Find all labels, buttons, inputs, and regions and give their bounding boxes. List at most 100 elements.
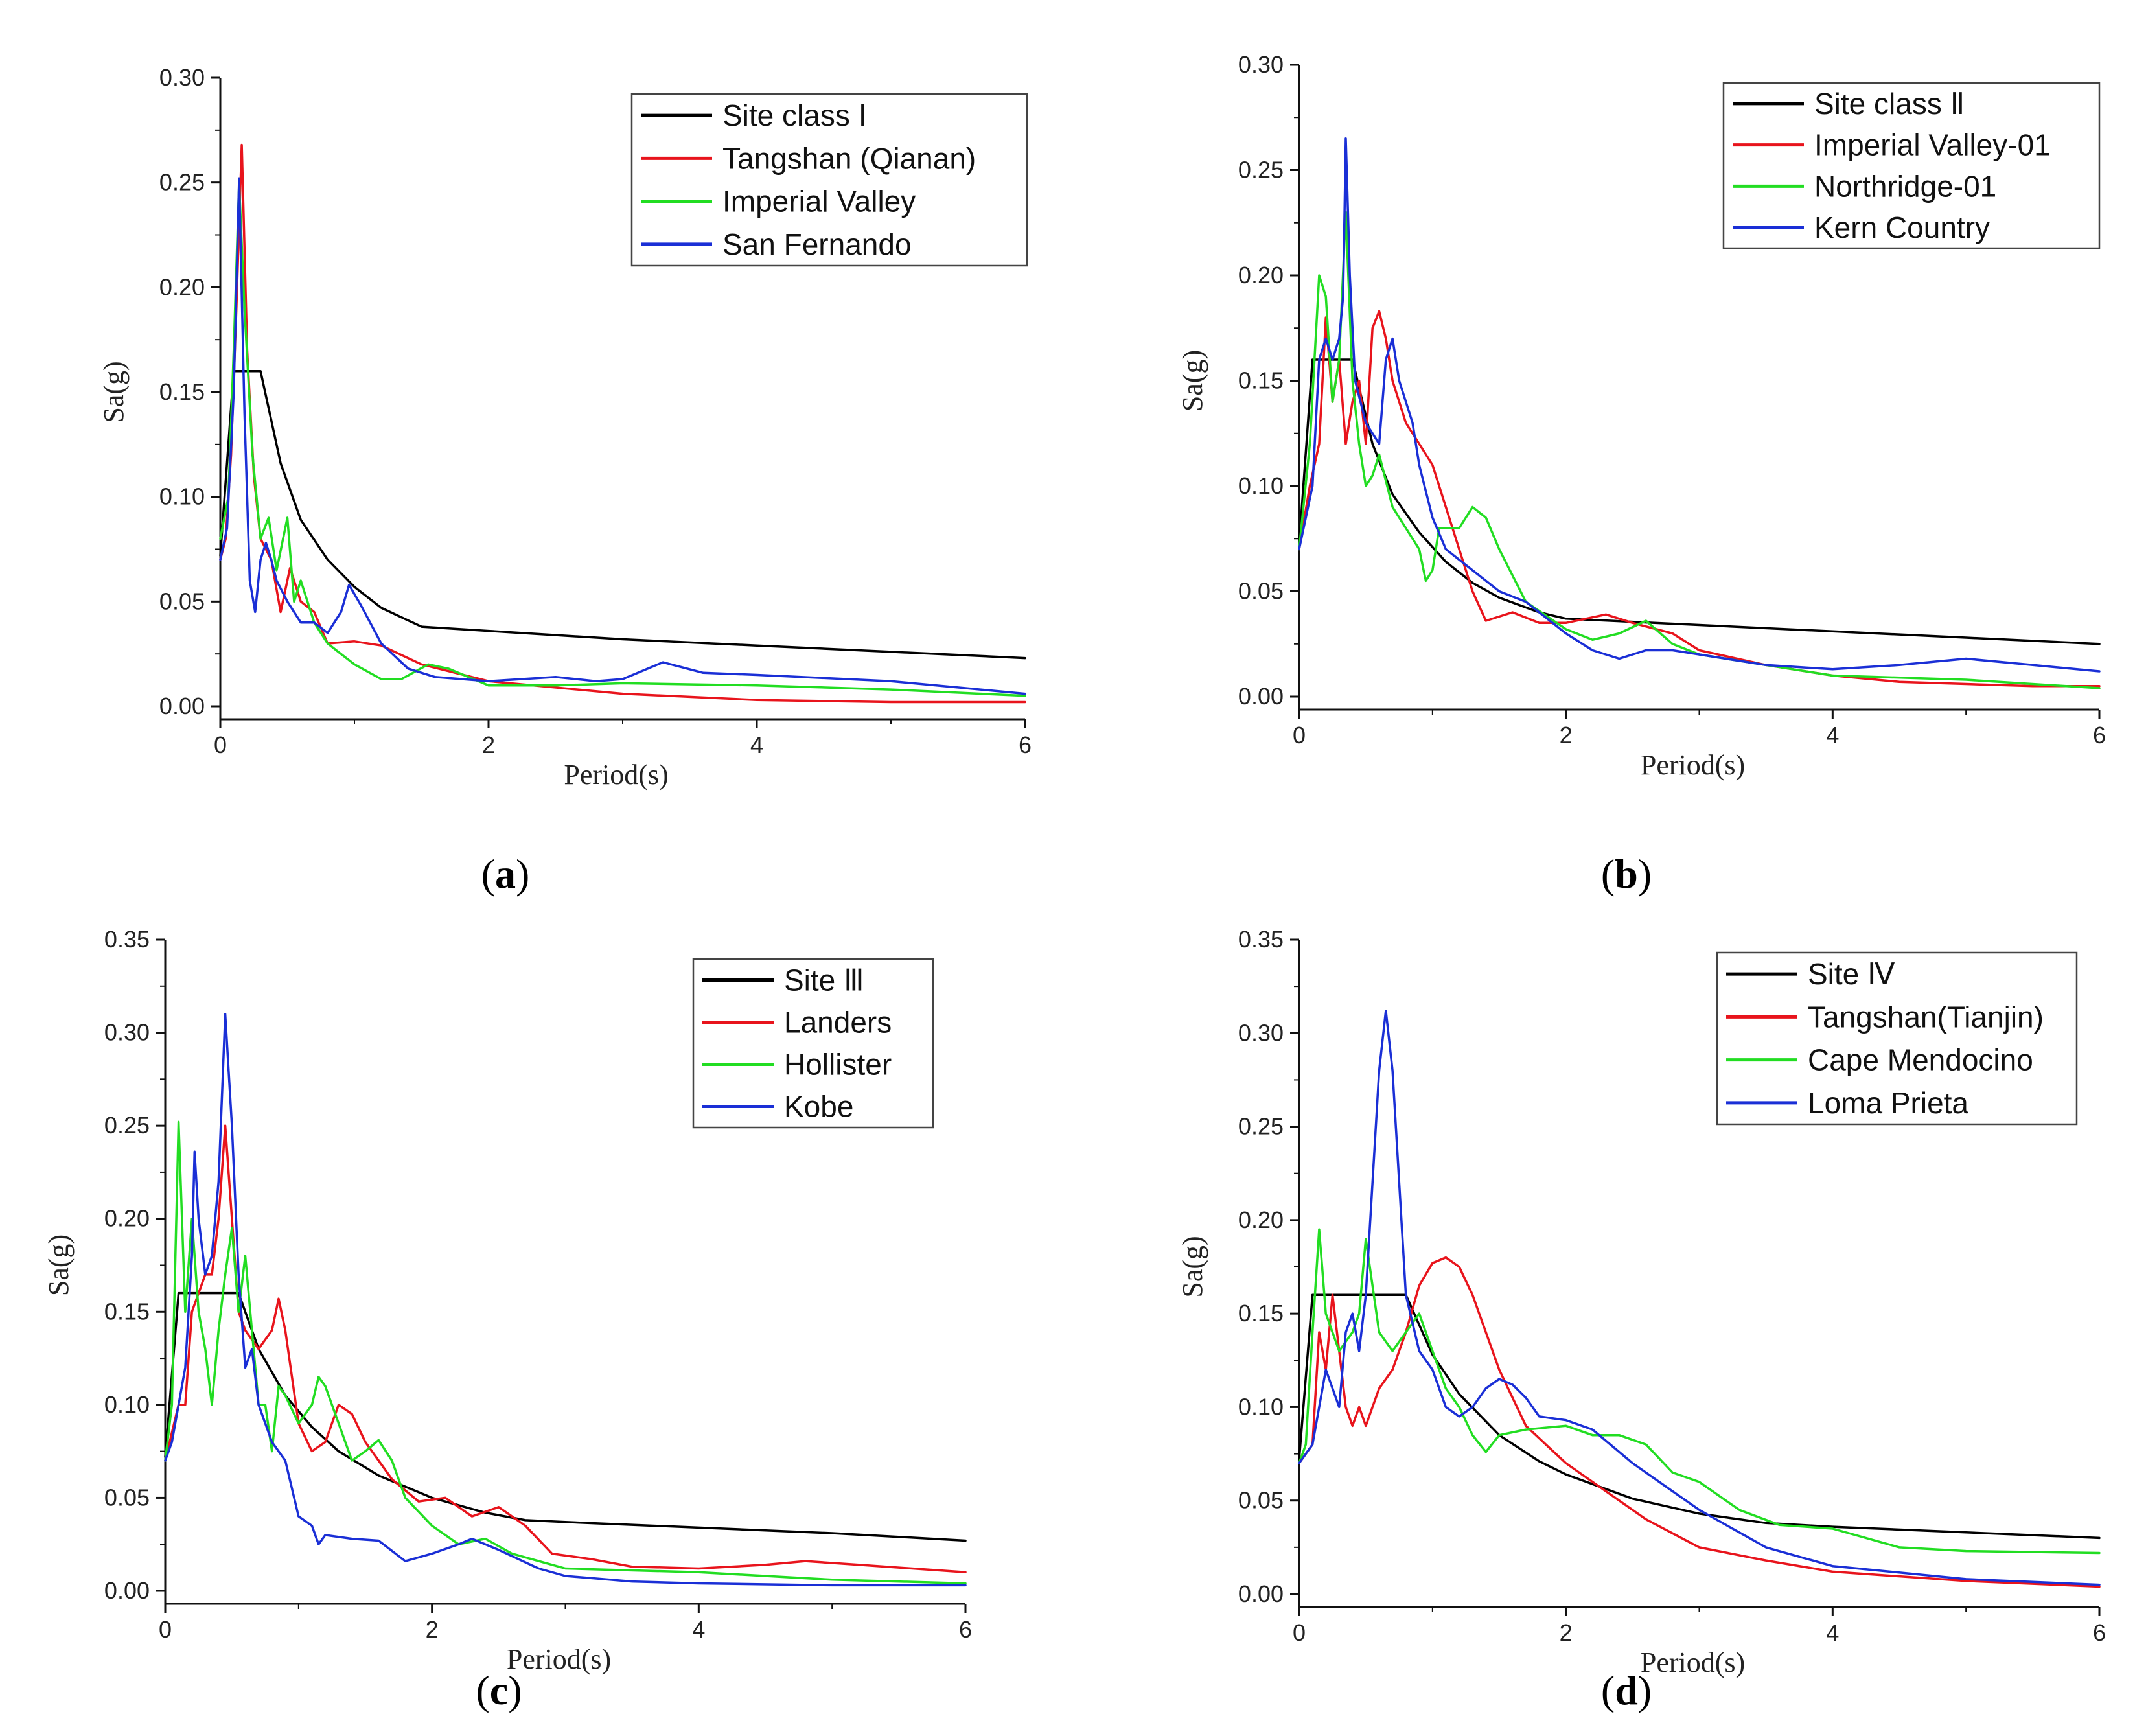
legend-box: [1722, 82, 2101, 249]
series-line-site-class: [1298, 358, 2101, 645]
caption-open-paren: (: [1601, 1667, 1615, 1713]
legend-label: Site class Ⅰ: [722, 98, 867, 132]
y-axis-title: Sa(g): [1177, 1236, 1208, 1297]
chart-panel-c: 0.00 0.05 0.10 0.15 0.20 0.25 0.30 0.35 0 2 4 6 Peri…: [43, 926, 972, 1713]
series-line-northridge-01: [1298, 211, 2101, 689]
x-tick-label: 4: [692, 1616, 705, 1643]
series-line-san-fernando: [219, 177, 1026, 695]
series-line-site: [1298, 1293, 2101, 1540]
legend: Site Ⅳ Tangshan(Tianjin) Cape Mendocino Lom…: [1716, 951, 2078, 1126]
y-tick-label: 0.25: [159, 169, 205, 196]
legend-label: Northridge-01: [1814, 169, 1996, 203]
legend: Site Ⅲ Landers Hollister Kobe: [692, 958, 934, 1129]
caption-close-paren: ): [1638, 851, 1652, 897]
y-tick-label: 0.15: [1238, 367, 1284, 394]
y-tick-label: 0.00: [159, 693, 205, 719]
chart-panel-d: 0.00 0.05 0.10 0.15 0.20 0.25 0.30 0.35 0 2 4 6 Peri…: [1177, 926, 2106, 1713]
series-line-kobe: [164, 1013, 967, 1587]
y-tick-label: 0.15: [1238, 1300, 1284, 1326]
legend-label: Imperial Valley: [722, 185, 916, 218]
caption-letter: b: [1615, 851, 1638, 897]
x-axis-title: Period(s): [564, 759, 668, 791]
y-tick-label: 0.25: [1238, 1113, 1284, 1140]
legend-label: Loma Prieta: [1808, 1086, 1968, 1120]
x-tick-label: 4: [1826, 722, 1839, 748]
legend-label: Tangshan (Qianan): [722, 141, 976, 175]
y-axis-title: Sa(g): [1177, 350, 1208, 411]
y-tick-label: 0.00: [1238, 1580, 1284, 1607]
y-tick-label: 0.10: [1238, 472, 1284, 499]
legend-label: Site class Ⅱ: [1814, 87, 1965, 121]
legend-label: Hollister: [784, 1048, 892, 1082]
legend: Site class Ⅱ Imperial Valley-01 Northridge…: [1722, 82, 2101, 249]
x-tick-label: 2: [426, 1616, 439, 1643]
y-tick-label: 0.00: [1238, 683, 1284, 710]
y-tick-label: 0.30: [1238, 1019, 1284, 1046]
legend-label: Site Ⅲ: [784, 964, 864, 997]
panel-caption: (c): [476, 1667, 522, 1713]
x-tick-label: 2: [1560, 722, 1573, 748]
caption-close-paren: ): [508, 1667, 522, 1713]
caption-close-paren: ): [516, 851, 529, 897]
y-tick-label: 0.35: [1238, 926, 1284, 953]
y-tick-label: 0.30: [159, 64, 205, 91]
x-axis-title: Period(s): [507, 1643, 611, 1675]
legend-label: Kern Country: [1814, 211, 1990, 244]
legend-label: Imperial Valley-01: [1814, 128, 2051, 162]
series-line-hollister: [164, 1120, 967, 1585]
series-line-kern-country: [1298, 137, 2101, 673]
y-tick-label: 0.15: [159, 378, 205, 405]
x-tick-label: 0: [1293, 722, 1306, 748]
y-tick-label: 0.00: [104, 1577, 150, 1604]
y-tick-label: 0.20: [159, 273, 205, 300]
x-tick-label: 6: [2093, 1619, 2106, 1646]
y-tick-label: 0.25: [104, 1112, 150, 1139]
series-line-imperial-valley: [219, 181, 1026, 697]
panel-caption: (b): [1601, 851, 1652, 897]
series-line-site-class: [219, 369, 1026, 660]
series-line-cape-mendocino: [1298, 1228, 2101, 1555]
y-tick-label: 0.20: [1238, 262, 1284, 288]
caption-letter: c: [490, 1667, 508, 1713]
y-tick-label: 0.20: [1238, 1207, 1284, 1233]
legend-box: [630, 93, 1028, 267]
legend-label: Tangshan(Tianjin): [1808, 1000, 2044, 1034]
chart-panel-b: 0.00 0.05 0.10 0.15 0.20 0.25 0.30 0 2 4 6 Period(s…: [1177, 51, 2106, 897]
legend-label: Landers: [784, 1006, 892, 1039]
caption-open-paren: (: [1601, 851, 1615, 897]
x-tick-label: 4: [750, 732, 763, 758]
x-tick-label: 0: [214, 732, 227, 758]
y-tick-label: 0.30: [1238, 51, 1284, 78]
panel-caption: (a): [481, 851, 530, 897]
series-line-site: [164, 1291, 967, 1542]
legend: Site class Ⅰ Tangshan (Qianan) Imperial Va…: [630, 93, 1028, 267]
y-tick-label: 0.30: [104, 1019, 150, 1046]
y-axis-title: Sa(g): [43, 1234, 75, 1296]
x-tick-label: 6: [1019, 732, 1032, 758]
y-tick-label: 0.25: [1238, 157, 1284, 183]
series-line-imperial-valley-01: [1298, 310, 2101, 688]
x-tick-label: 6: [2093, 722, 2106, 748]
series-line-tangshan-qianan: [219, 143, 1026, 704]
legend-box: [692, 958, 934, 1129]
x-tick-label: 6: [959, 1616, 972, 1643]
series-line-landers: [164, 1124, 967, 1574]
y-tick-label: 0.20: [104, 1205, 150, 1232]
y-tick-label: 0.05: [159, 588, 205, 614]
x-tick-label: 4: [1826, 1619, 1839, 1646]
x-tick-label: 0: [1293, 1619, 1306, 1646]
y-axis-title: Sa(g): [98, 361, 130, 422]
x-tick-label: 2: [1560, 1619, 1573, 1646]
legend-label: Cape Mendocino: [1808, 1043, 2033, 1077]
y-tick-label: 0.10: [104, 1391, 150, 1418]
y-tick-label: 0.35: [104, 926, 150, 953]
legend-box: [1716, 951, 2078, 1126]
x-tick-label: 0: [159, 1616, 172, 1643]
y-tick-label: 0.05: [1238, 1487, 1284, 1514]
legend-label: Site Ⅳ: [1808, 957, 1895, 991]
caption-open-paren: (: [481, 851, 495, 897]
y-tick-label: 0.15: [104, 1298, 150, 1325]
legend-label: San Fernando: [722, 227, 912, 261]
x-axis-title: Period(s): [1641, 1647, 1745, 1678]
